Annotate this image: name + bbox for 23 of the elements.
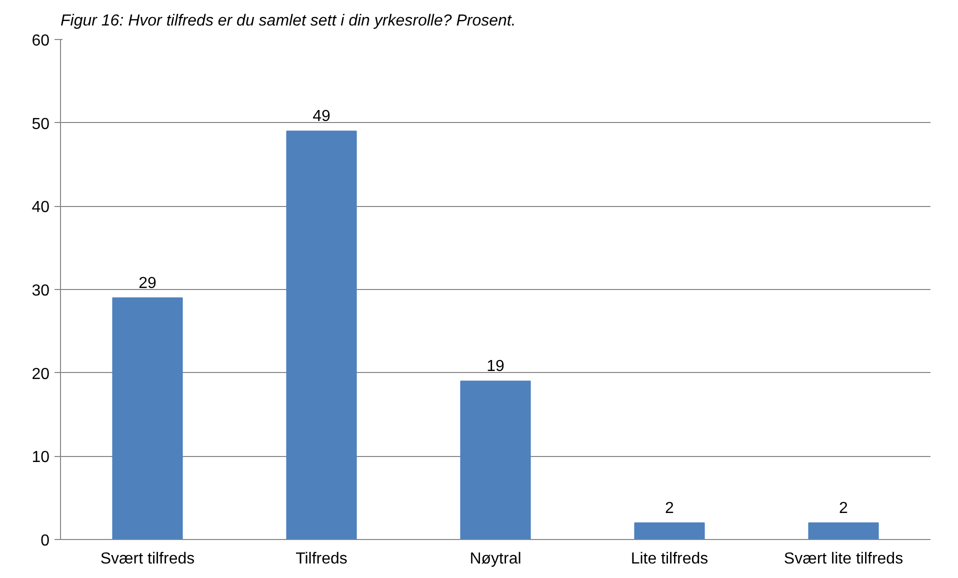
bar bbox=[286, 130, 357, 540]
data-label: 49 bbox=[312, 108, 330, 126]
bar bbox=[808, 522, 879, 540]
y-tick-label: 0 bbox=[40, 532, 50, 550]
data-label: 2 bbox=[839, 500, 848, 517]
bar bbox=[112, 297, 183, 540]
data-label: 29 bbox=[138, 274, 156, 292]
x-tick-label: Nøytral bbox=[470, 550, 522, 568]
x-tick-label: Svært lite tilfreds bbox=[784, 550, 904, 568]
x-tick-label: Tilfreds bbox=[296, 550, 348, 568]
y-tick-label: 20 bbox=[32, 366, 50, 383]
bar bbox=[460, 380, 531, 540]
y-tick-label: 40 bbox=[32, 199, 50, 216]
y-tick-label: 30 bbox=[32, 282, 50, 300]
data-label: 2 bbox=[665, 500, 674, 517]
data-label: 19 bbox=[486, 358, 504, 376]
y-tick-label: 10 bbox=[32, 449, 50, 466]
bar bbox=[634, 522, 705, 540]
y-tick-label: 50 bbox=[32, 116, 50, 133]
y-tick-label: 60 bbox=[32, 32, 50, 50]
x-tick-label: Lite tilfreds bbox=[630, 550, 708, 568]
x-tick-label: Svært tilfreds bbox=[100, 550, 195, 568]
chart-title: Figur 16: Hvor tilfreds er du samlet sett i din yrkesrolle? Prosent. bbox=[60, 12, 516, 30]
